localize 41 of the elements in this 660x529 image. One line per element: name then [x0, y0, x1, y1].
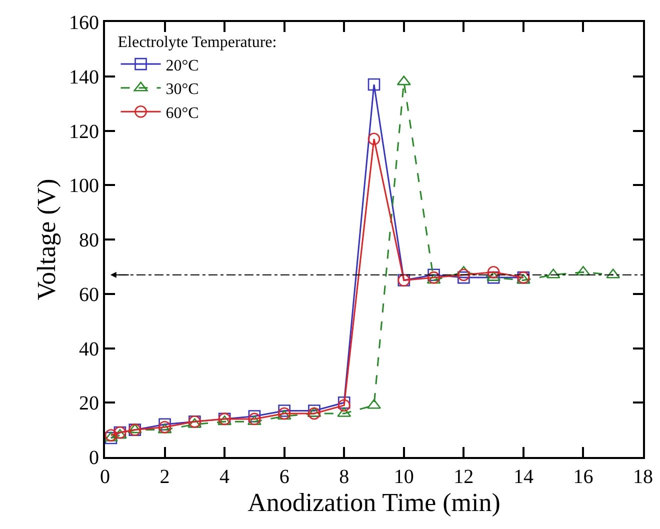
point [458, 268, 470, 281]
point [367, 399, 381, 409]
point [338, 396, 350, 409]
point [428, 271, 440, 284]
y-tick-label: 160 [69, 12, 99, 34]
y-tick-label: 140 [69, 66, 99, 88]
point [158, 420, 171, 434]
legend-label: 30°C [166, 81, 199, 98]
point [278, 407, 290, 420]
y-tick-label: 20 [79, 392, 99, 415]
x-tick-label: 2 [160, 466, 170, 488]
point [487, 266, 500, 278]
point [248, 412, 261, 426]
point [278, 404, 290, 417]
y-tick-label: 100 [69, 175, 99, 198]
point [368, 78, 380, 91]
x-tick-label: 10 [394, 466, 414, 488]
x-tick-label: 14 [513, 466, 534, 488]
legend-label: 60°C [166, 104, 199, 122]
x-tick-label: 16 [573, 466, 594, 488]
point [338, 399, 350, 412]
x-tick-label: 18 [633, 466, 653, 488]
point [248, 410, 261, 422]
y-tick-label: 0 [89, 447, 99, 469]
point [576, 266, 590, 276]
point [487, 271, 500, 284]
point [458, 271, 470, 284]
x-tick-label: 8 [339, 466, 350, 488]
legend-title: Electrolyte Temperature: [118, 34, 277, 52]
point [308, 407, 320, 420]
y-axis-title: Voltage (V) [32, 178, 61, 300]
point [368, 132, 380, 146]
x-tick-label: 6 [279, 466, 290, 488]
x-axis-title: Anodization Time (min) [248, 488, 500, 517]
x-tick-label: 4 [220, 466, 230, 488]
y-tick-label: 40 [79, 338, 99, 360]
y-tick-label: 80 [79, 230, 99, 252]
y-tick-label: 60 [79, 284, 99, 306]
x-tick-label: 12 [454, 466, 474, 488]
legend-label: 20°C [166, 57, 199, 74]
y-tick-label: 120 [69, 120, 99, 143]
